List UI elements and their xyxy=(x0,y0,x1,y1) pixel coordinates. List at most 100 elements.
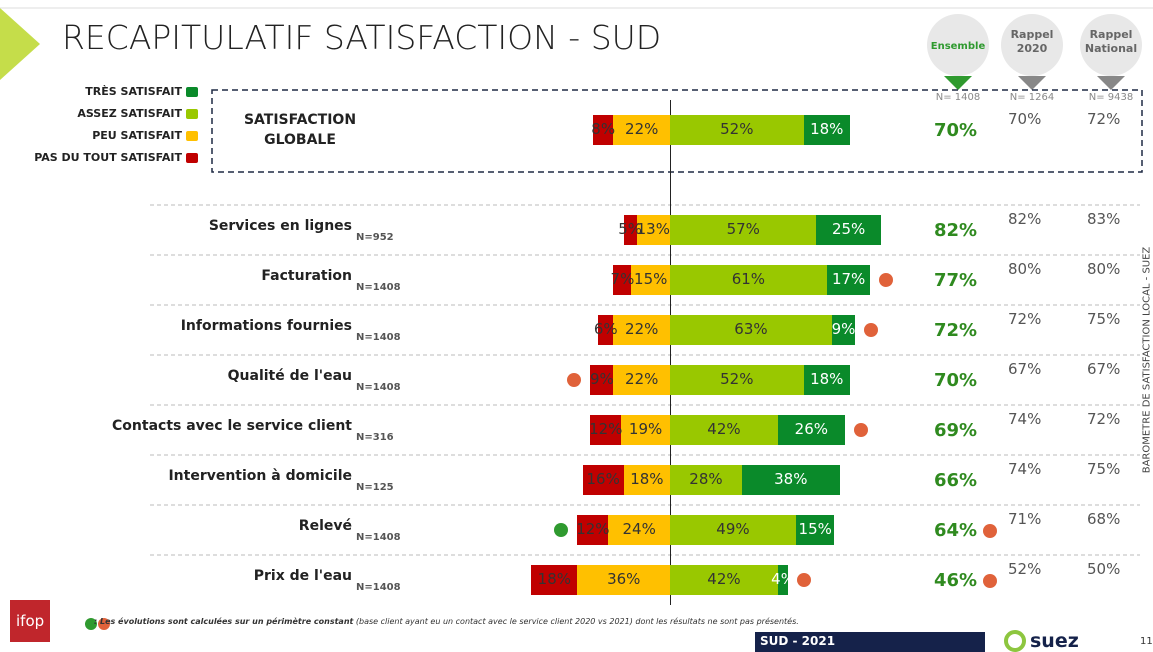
column-value: 75% xyxy=(1087,460,1121,478)
column-circle xyxy=(927,14,989,76)
ifop-logo-box xyxy=(10,600,50,642)
column-pointer xyxy=(1018,76,1046,90)
bar-segment xyxy=(670,115,804,145)
column-value: 72% xyxy=(934,320,978,341)
bar-segment xyxy=(670,365,804,395)
n-label: N=1408 xyxy=(356,532,401,543)
column-value: 70% xyxy=(1008,110,1042,128)
column-value: 80% xyxy=(1087,260,1121,278)
column-n: N= 9438 xyxy=(1088,92,1134,103)
category-label: Prix de l'eau xyxy=(253,568,352,584)
n-label: N=952 xyxy=(356,232,394,243)
legend-swatch xyxy=(186,131,198,141)
bar-segment xyxy=(670,215,817,245)
bar-segment xyxy=(670,565,778,595)
trend-icon xyxy=(879,273,894,287)
column-value: 74% xyxy=(1008,410,1042,428)
segment-label: 22% xyxy=(625,320,659,338)
n-label: N=316 xyxy=(356,432,394,443)
bar-segment xyxy=(592,115,614,145)
bar-segment xyxy=(636,215,670,245)
category-label: Qualité de l'eau xyxy=(227,368,352,384)
segment-label: 22% xyxy=(625,370,659,388)
segment-label: 19% xyxy=(628,420,663,438)
title: RECAPITULATIF SATISFACTION - SUD xyxy=(62,18,662,57)
segment-label: 9% xyxy=(831,320,856,338)
segment-label: 6% xyxy=(593,320,618,338)
segment-label: 4% xyxy=(771,570,795,588)
segment-label: 42% xyxy=(707,570,741,588)
column-value: 50% xyxy=(1087,560,1121,578)
bar-segment xyxy=(631,265,670,295)
icon-down xyxy=(98,618,110,630)
bar-segment xyxy=(826,265,871,295)
column-value: 67% xyxy=(1087,360,1121,378)
center-line xyxy=(670,100,671,605)
footnote-bold: : Les évolutions sont calculées sur un p… xyxy=(94,617,354,626)
column-value: 70% xyxy=(934,370,978,391)
column-header: Ensemble xyxy=(930,41,986,52)
legend-swatch xyxy=(186,153,198,163)
segment-label: 15% xyxy=(634,270,668,288)
segment-label: 7% xyxy=(610,270,635,288)
side-text: BAROMETRE DE SATISFACTION LOCAL - SUEZ xyxy=(1141,246,1153,474)
bar-segment xyxy=(623,215,637,245)
trend-icon xyxy=(853,423,868,437)
segment-label: 18% xyxy=(810,120,844,138)
column-value: 72% xyxy=(1008,310,1042,328)
column-value: 64% xyxy=(934,520,978,541)
column-circle xyxy=(1001,14,1063,76)
trend-icon xyxy=(567,373,582,387)
bar-segment xyxy=(598,315,614,345)
segment-label: 16% xyxy=(586,470,620,488)
column-value: 83% xyxy=(1087,210,1121,228)
column-pointer xyxy=(1097,76,1125,90)
bar-segment xyxy=(831,315,856,345)
footnote: : Les évolutions sont calculées sur un p… xyxy=(94,617,799,626)
column-value: 68% xyxy=(1087,510,1121,528)
column-pointer xyxy=(944,76,972,90)
icon-up xyxy=(85,618,97,630)
segment-label: 8% xyxy=(591,120,616,138)
bar-segment xyxy=(795,515,835,545)
column-value: 82% xyxy=(934,220,978,241)
category-label: Facturation xyxy=(261,268,352,284)
trend-icon xyxy=(797,573,812,587)
column-value: 52% xyxy=(1008,560,1042,578)
bar-segment xyxy=(816,215,881,245)
segment-label: 5% xyxy=(618,220,643,238)
legend-label: PAS DU TOUT SATISFAIT xyxy=(34,151,182,164)
bar-segment xyxy=(670,265,827,295)
segment-label: 49% xyxy=(716,520,750,538)
segment-label: 18% xyxy=(630,470,664,488)
column-value: 75% xyxy=(1087,310,1121,328)
footer-label: SUD - 2021 xyxy=(760,634,836,648)
column-value: 72% xyxy=(1087,110,1121,128)
trend-icon xyxy=(554,523,569,537)
bar-segment xyxy=(613,115,670,145)
column-value: 72% xyxy=(1087,410,1121,428)
segment-label: 52% xyxy=(720,120,754,138)
bar-segment xyxy=(777,415,845,445)
logo-right: suez xyxy=(1030,630,1079,652)
bar-segment xyxy=(577,515,609,545)
bar-segment xyxy=(582,465,624,495)
category-label: Intervention à domicile xyxy=(168,468,352,484)
segment-label: 61% xyxy=(731,270,766,288)
bar-segment xyxy=(670,515,796,545)
bar-segment xyxy=(803,115,850,145)
column-value: 82% xyxy=(1008,210,1042,228)
segment-label: 18% xyxy=(810,370,844,388)
trend-icon xyxy=(983,524,997,538)
bar-segment xyxy=(670,415,778,445)
segment-label: 57% xyxy=(726,220,760,238)
logo-left: ifop xyxy=(16,612,45,630)
bar-segment xyxy=(621,415,670,445)
n-label: N=1408 xyxy=(356,332,401,343)
legend-label: PEU SATISFAIT xyxy=(92,129,182,142)
bar-segment xyxy=(531,565,578,595)
segment-label: 25% xyxy=(831,220,866,238)
bar-segment xyxy=(613,365,670,395)
